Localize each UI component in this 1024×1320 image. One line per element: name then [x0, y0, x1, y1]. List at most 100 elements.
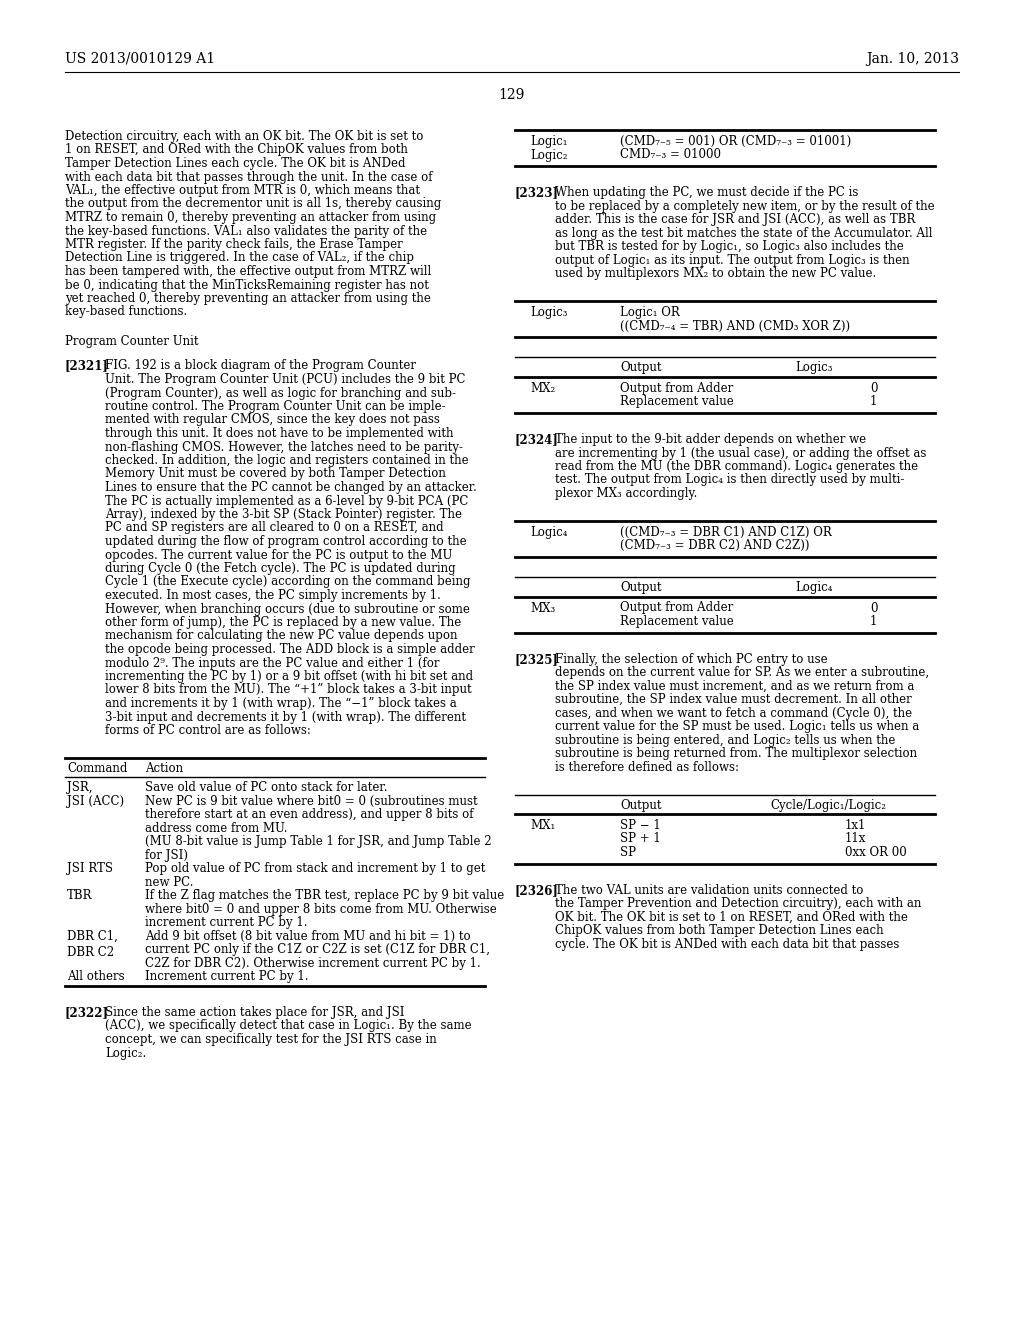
Text: 0xx OR 00: 0xx OR 00	[845, 846, 906, 859]
Text: mented with regular CMOS, since the key does not pass: mented with regular CMOS, since the key …	[105, 413, 440, 426]
Text: but TBR is tested for by Logic₁, so Logic₃ also includes the: but TBR is tested for by Logic₁, so Logi…	[555, 240, 904, 253]
Text: output of Logic₁ as its input. The output from Logic₃ is then: output of Logic₁ as its input. The outpu…	[555, 253, 909, 267]
Text: current PC only if the C1Z or C2Z is set (C1Z for DBR C1,: current PC only if the C1Z or C2Z is set…	[145, 944, 490, 956]
Text: 11x: 11x	[845, 833, 866, 846]
Text: PC and SP registers are all cleared to 0 on a RESET, and: PC and SP registers are all cleared to 0…	[105, 521, 443, 535]
Text: TBR: TBR	[67, 890, 92, 903]
Text: Pop old value of PC from stack and increment by 1 to get: Pop old value of PC from stack and incre…	[145, 862, 485, 875]
Text: with each data bit that passes through the unit. In the case of: with each data bit that passes through t…	[65, 170, 432, 183]
Text: Action: Action	[145, 762, 183, 775]
Text: (CMD₇₋₃ = DBR C2) AND C2Z)): (CMD₇₋₃ = DBR C2) AND C2Z))	[620, 540, 810, 552]
Text: 129: 129	[499, 88, 525, 102]
Text: ChipOK values from both Tamper Detection Lines each: ChipOK values from both Tamper Detection…	[555, 924, 884, 937]
Text: Tamper Detection Lines each cycle. The OK bit is ANDed: Tamper Detection Lines each cycle. The O…	[65, 157, 406, 170]
Text: MTRZ to remain 0, thereby preventing an attacker from using: MTRZ to remain 0, thereby preventing an …	[65, 211, 436, 224]
Text: is therefore defined as follows:: is therefore defined as follows:	[555, 760, 739, 774]
Text: Logic₁ OR: Logic₁ OR	[620, 306, 680, 319]
Text: incrementing the PC by 1) or a 9 bit offset (with hi bit set and: incrementing the PC by 1) or a 9 bit off…	[105, 671, 473, 682]
Text: 1 on RESET, and ORed with the ChipOK values from both: 1 on RESET, and ORed with the ChipOK val…	[65, 144, 408, 157]
Text: JSI (ACC): JSI (ACC)	[67, 795, 124, 808]
Text: Logic₄: Logic₄	[530, 525, 567, 539]
Text: Output from Adder: Output from Adder	[620, 381, 733, 395]
Text: MX₁: MX₁	[530, 818, 555, 832]
Text: [2323]: [2323]	[515, 186, 559, 199]
Text: (Program Counter), as well as logic for branching and sub-: (Program Counter), as well as logic for …	[105, 387, 456, 400]
Text: (CMD₇₋₅ = 001) OR (CMD₇₋₃ = 01001): (CMD₇₋₅ = 001) OR (CMD₇₋₃ = 01001)	[620, 135, 851, 148]
Text: 1x1: 1x1	[845, 818, 866, 832]
Text: mechanism for calculating the new PC value depends upon: mechanism for calculating the new PC val…	[105, 630, 458, 643]
Text: plexor MX₃ accordingly.: plexor MX₃ accordingly.	[555, 487, 697, 500]
Text: executed. In most cases, the PC simply increments by 1.: executed. In most cases, the PC simply i…	[105, 589, 441, 602]
Text: Jan. 10, 2013: Jan. 10, 2013	[866, 51, 959, 66]
Text: Output: Output	[620, 799, 662, 812]
Text: The input to the 9-bit adder depends on whether we: The input to the 9-bit adder depends on …	[555, 433, 866, 446]
Text: new PC.: new PC.	[145, 875, 194, 888]
Text: US 2013/0010129 A1: US 2013/0010129 A1	[65, 51, 215, 66]
Text: cases, and when we want to fetch a command (Cycle 0), the: cases, and when we want to fetch a comma…	[555, 706, 912, 719]
Text: the Tamper Prevention and Detection circuitry), each with an: the Tamper Prevention and Detection circ…	[555, 898, 922, 911]
Text: [2326]: [2326]	[515, 884, 559, 896]
Text: Logic₂: Logic₂	[530, 149, 567, 161]
Text: [2325]: [2325]	[515, 653, 559, 665]
Text: test. The output from Logic₄ is then directly used by multi-: test. The output from Logic₄ is then dir…	[555, 474, 904, 487]
Text: New PC is 9 bit value where bit0 = 0 (subroutines must: New PC is 9 bit value where bit0 = 0 (su…	[145, 795, 477, 808]
Text: Replacement value: Replacement value	[620, 615, 734, 628]
Text: routine control. The Program Counter Unit can be imple-: routine control. The Program Counter Uni…	[105, 400, 445, 413]
Text: However, when branching occurs (due to subroutine or some: However, when branching occurs (due to s…	[105, 602, 470, 615]
Text: cycle. The OK bit is ANDed with each data bit that passes: cycle. The OK bit is ANDed with each dat…	[555, 937, 899, 950]
Text: VAL₁, the effective output from MTR is 0, which means that: VAL₁, the effective output from MTR is 0…	[65, 183, 420, 197]
Text: Memory Unit must be covered by both Tamper Detection: Memory Unit must be covered by both Tamp…	[105, 467, 445, 480]
Text: The two VAL units are validation units connected to: The two VAL units are validation units c…	[555, 884, 863, 896]
Text: 0: 0	[870, 602, 878, 615]
Text: JSR,: JSR,	[67, 781, 92, 795]
Text: MX₂: MX₂	[530, 381, 555, 395]
Text: DBR C1,
DBR C2: DBR C1, DBR C2	[67, 929, 118, 958]
Text: Increment current PC by 1.: Increment current PC by 1.	[145, 970, 308, 983]
Text: Command: Command	[67, 762, 127, 775]
Text: MX₃: MX₃	[530, 602, 555, 615]
Text: Finally, the selection of which PC entry to use: Finally, the selection of which PC entry…	[555, 653, 827, 665]
Text: be 0, indicating that the MinTicksRemaining register has not: be 0, indicating that the MinTicksRemain…	[65, 279, 429, 292]
Text: MTR register. If the parity check fails, the Erase Tamper: MTR register. If the parity check fails,…	[65, 238, 402, 251]
Text: the output from the decrementor unit is all 1s, thereby causing: the output from the decrementor unit is …	[65, 198, 441, 210]
Text: (ACC), we specifically detect that case in Logic₁. By the same: (ACC), we specifically detect that case …	[105, 1019, 472, 1032]
Text: Detection circuitry, each with an OK bit. The OK bit is set to: Detection circuitry, each with an OK bit…	[65, 129, 423, 143]
Text: Cycle/Logic₁/Logic₂: Cycle/Logic₁/Logic₂	[770, 799, 886, 812]
Text: 3-bit input and decrements it by 1 (with wrap). The different: 3-bit input and decrements it by 1 (with…	[105, 710, 466, 723]
Text: current value for the SP must be used. Logic₁ tells us when a: current value for the SP must be used. L…	[555, 721, 920, 733]
Text: Logic₃: Logic₃	[530, 306, 567, 319]
Text: Detection Line is triggered. In the case of VAL₂, if the chip: Detection Line is triggered. In the case…	[65, 252, 414, 264]
Text: If the Z flag matches the TBR test, replace PC by 9 bit value: If the Z flag matches the TBR test, repl…	[145, 890, 504, 903]
Text: Replacement value: Replacement value	[620, 395, 734, 408]
Text: address come from MU.: address come from MU.	[145, 822, 288, 834]
Text: SP + 1: SP + 1	[620, 833, 660, 846]
Text: during Cycle 0 (the Fetch cycle). The PC is updated during: during Cycle 0 (the Fetch cycle). The PC…	[105, 562, 456, 576]
Text: where bit0 = 0 and upper 8 bits come from MU. Otherwise: where bit0 = 0 and upper 8 bits come fro…	[145, 903, 497, 916]
Text: the key-based functions. VAL₁ also validates the parity of the: the key-based functions. VAL₁ also valid…	[65, 224, 427, 238]
Text: FIG. 192 is a block diagram of the Program Counter: FIG. 192 is a block diagram of the Progr…	[105, 359, 416, 372]
Text: increment current PC by 1.: increment current PC by 1.	[145, 916, 307, 929]
Text: SP − 1: SP − 1	[620, 818, 660, 832]
Text: C2Z for DBR C2). Otherwise increment current PC by 1.: C2Z for DBR C2). Otherwise increment cur…	[145, 957, 480, 970]
Text: 1: 1	[870, 615, 878, 628]
Text: therefore start at an even address), and upper 8 bits of: therefore start at an even address), and…	[145, 808, 473, 821]
Text: (MU 8-bit value is Jump Table 1 for JSR, and Jump Table 2: (MU 8-bit value is Jump Table 1 for JSR,…	[145, 836, 492, 849]
Text: Program Counter Unit: Program Counter Unit	[65, 335, 199, 348]
Text: yet reached 0, thereby preventing an attacker from using the: yet reached 0, thereby preventing an att…	[65, 292, 431, 305]
Text: has been tampered with, the effective output from MTRZ will: has been tampered with, the effective ou…	[65, 265, 431, 279]
Text: ((CMD₇₋₄ = TBR) AND (CMD₃ XOR Z)): ((CMD₇₋₄ = TBR) AND (CMD₃ XOR Z))	[620, 319, 850, 333]
Text: Logic₄: Logic₄	[795, 581, 833, 594]
Text: [2324]: [2324]	[515, 433, 559, 446]
Text: subroutine is being returned from. The multiplexor selection: subroutine is being returned from. The m…	[555, 747, 918, 760]
Text: CMD₇₋₃ = 01000: CMD₇₋₃ = 01000	[620, 149, 721, 161]
Text: adder. This is the case for JSR and JSI (ACC), as well as TBR: adder. This is the case for JSR and JSI …	[555, 214, 915, 226]
Text: Output: Output	[620, 362, 662, 375]
Text: for JSI): for JSI)	[145, 849, 188, 862]
Text: Logic₃: Logic₃	[795, 362, 833, 375]
Text: as long as the test bit matches the state of the Accumulator. All: as long as the test bit matches the stat…	[555, 227, 933, 240]
Text: the SP index value must increment, and as we return from a: the SP index value must increment, and a…	[555, 680, 914, 693]
Text: Logic₁: Logic₁	[530, 135, 567, 148]
Text: checked. In addition, the logic and registers contained in the: checked. In addition, the logic and regi…	[105, 454, 469, 467]
Text: All others: All others	[67, 970, 125, 983]
Text: the opcode being processed. The ADD block is a simple adder: the opcode being processed. The ADD bloc…	[105, 643, 475, 656]
